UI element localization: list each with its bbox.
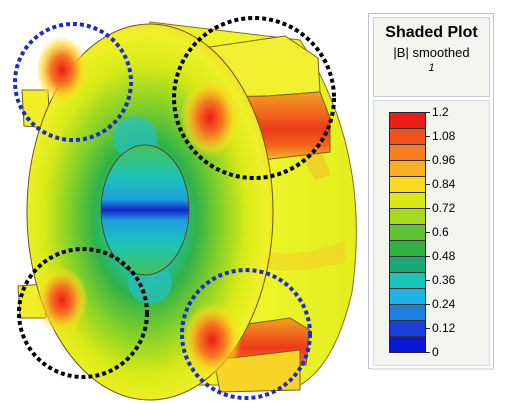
legend-tick-mark: [425, 328, 430, 329]
legend-tick-label: 1.2: [432, 105, 449, 119]
color-swatch: [390, 129, 425, 145]
highlight-circle-upper-left: [13, 22, 133, 142]
color-swatch: [390, 321, 425, 337]
color-swatch: [390, 193, 425, 209]
legend-tick-label: 0.24: [432, 297, 456, 311]
color-swatch: [390, 225, 425, 241]
color-swatch: [390, 257, 425, 273]
legend-tick-label: 0.96: [432, 153, 456, 167]
highlight-circle-upper-right: [172, 16, 336, 180]
color-swatch: [390, 113, 425, 129]
legend-scale-area: 1.2 1.08 0.96 0.84 0.72 0.6 0.48 0.36 0.24 0.12 0: [373, 100, 490, 366]
color-swatch: [390, 209, 425, 225]
legend-tick-mark: [425, 208, 430, 209]
legend-index: 1: [428, 62, 435, 74]
magnetic-flux-plot: [13, 16, 357, 401]
color-swatch: [390, 241, 425, 257]
legend-tick-label: 0.36: [432, 273, 456, 287]
legend-tick-mark: [425, 184, 430, 185]
rotor-stator-render: [13, 16, 357, 401]
color-swatch: [390, 145, 425, 161]
legend-tick-mark: [425, 352, 430, 353]
color-swatch: [390, 305, 425, 321]
color-swatch: [390, 289, 425, 305]
legend-tick-mark: [425, 160, 430, 161]
highlight-circle-lower-left: [17, 247, 149, 379]
legend-tick-mark: [425, 112, 430, 113]
legend-tick-label: 0.84: [432, 177, 456, 191]
legend-tick-mark: [425, 304, 430, 305]
color-swatch: [390, 177, 425, 193]
color-swatch: [390, 337, 425, 352]
legend-tick-label: 0: [432, 345, 439, 359]
legend-subtitle: |B| smoothed: [393, 45, 470, 60]
legend-header: Shaded Plot |B| smoothed 1: [373, 17, 490, 97]
legend-tick-mark: [425, 280, 430, 281]
legend-tick-label: 0.72: [432, 201, 456, 215]
color-swatch: [390, 161, 425, 177]
legend-tick-label: 0.48: [432, 249, 456, 263]
legend-tick-mark: [425, 136, 430, 137]
legend-tick-mark: [425, 256, 430, 257]
legend-title: Shaded Plot: [385, 24, 478, 41]
shaded-plot-legend: Shaded Plot |B| smoothed 1 1.2 1.08 0.96 0.…: [368, 13, 495, 370]
legend-tick-label: 1.08: [432, 129, 456, 143]
center-bore: [100, 144, 190, 276]
color-scale-bar: [389, 112, 426, 353]
legend-tick-label: 0.12: [432, 321, 456, 335]
highlight-circle-lower-right: [180, 268, 312, 400]
color-swatch: [390, 273, 425, 289]
legend-tick-label: 0.6: [432, 225, 449, 239]
legend-tick-mark: [425, 232, 430, 233]
